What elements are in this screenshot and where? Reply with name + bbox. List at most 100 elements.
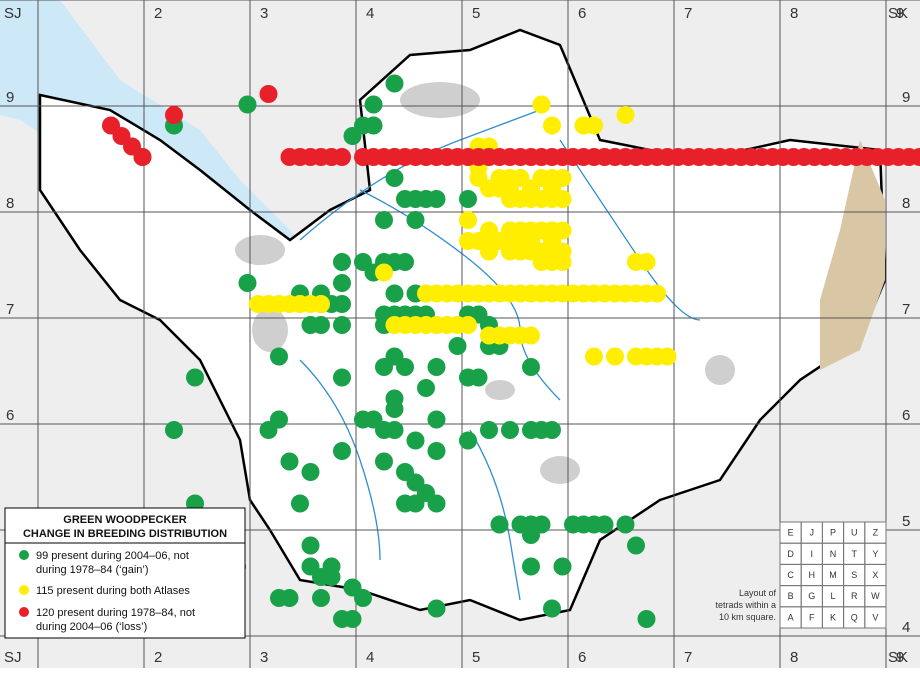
tetrad-dot-gain — [480, 421, 498, 439]
tetrad-dot-gain — [491, 516, 509, 534]
inset-letter: J — [810, 528, 815, 538]
easting-label: 6 — [578, 5, 586, 22]
inset-letter: A — [788, 612, 794, 622]
inset-letter: B — [788, 591, 794, 601]
tetrad-dot-gain — [428, 495, 446, 513]
easting-label: 2 — [154, 649, 162, 666]
tetrad-dot-gain — [522, 358, 540, 376]
grid-corner-sj-top: SJ — [4, 5, 22, 22]
tetrad-dot-gain — [428, 442, 446, 460]
inset-letter: P — [830, 528, 836, 538]
tetrad-dot-gain — [522, 558, 540, 576]
tetrad-dot-gain — [239, 96, 257, 114]
tetrad-dot-gain — [386, 169, 404, 187]
tetrad-dot-gain — [554, 558, 572, 576]
tetrad-dot-loss — [260, 85, 278, 103]
northing-label: 6 — [6, 407, 14, 424]
tetrad-dot-gain — [323, 568, 341, 586]
tetrad-dot-gain — [375, 358, 393, 376]
tetrad-dot-gain — [386, 285, 404, 303]
inset-caption-line2: tetrads within a — [715, 600, 776, 610]
inset-letter: Y — [872, 549, 878, 559]
easting-label: 7 — [684, 649, 692, 666]
northing-label: 9 — [902, 89, 910, 106]
tetrad-dot-gain — [312, 589, 330, 607]
tetrad-dot-gain — [417, 379, 435, 397]
tetrad-dot-gain — [459, 190, 477, 208]
legend-loss-line2: during 2004–06 (‘loss’) — [36, 621, 147, 633]
tetrad-dot-gain — [344, 579, 362, 597]
tetrad-dot-gain — [386, 421, 404, 439]
tetrad-dot-gain — [281, 589, 299, 607]
tetrad-dot-gain — [344, 127, 362, 145]
tetrad-dot-both — [585, 348, 603, 366]
northing-label: 4 — [902, 619, 910, 636]
tetrad-dot-gain — [543, 600, 561, 618]
tetrad-dot-gain — [428, 190, 446, 208]
inset-letter: Z — [873, 528, 879, 538]
legend-loss-swatch — [19, 607, 29, 617]
tetrad-dot-gain — [396, 358, 414, 376]
tetrad-dot-gain — [333, 442, 351, 460]
tetrad-dot-both — [533, 96, 551, 114]
tetrad-dot-gain — [344, 610, 362, 628]
inset-letter: L — [830, 591, 835, 601]
tetrad-dot-loss — [134, 148, 152, 166]
legend-title-line1: GREEN WOODPECKER — [63, 514, 187, 526]
inset-letter: C — [787, 570, 794, 580]
inset-letter: F — [809, 612, 815, 622]
tetrad-dot-both — [585, 117, 603, 135]
tetrad-dot-gain — [186, 369, 204, 387]
easting-label: 5 — [472, 649, 480, 666]
tetrad-dot-gain — [449, 337, 467, 355]
tetrad-dot-gain — [375, 211, 393, 229]
tetrad-dot-both — [606, 348, 624, 366]
tetrad-dot-gain — [270, 348, 288, 366]
legend-title-line2: CHANGE IN BREEDING DISTRIBUTION — [23, 528, 227, 540]
inset-letter: N — [830, 549, 837, 559]
tetrad-dot-gain — [501, 421, 519, 439]
tetrad-dot-gain — [375, 453, 393, 471]
tetrad-dot-gain — [165, 421, 183, 439]
tetrad-dot-gain — [239, 274, 257, 292]
legend-gain-swatch — [19, 550, 29, 560]
legend-gain-line1: 99 present during 2004–06, not — [36, 550, 189, 562]
tetrad-dot-gain — [407, 211, 425, 229]
inset-letter: T — [851, 549, 857, 559]
northing-label: 8 — [902, 195, 910, 212]
easting-label: 3 — [260, 5, 268, 22]
tetrad-dot-both — [459, 316, 477, 334]
tetrad-dot-gain — [312, 316, 330, 334]
tetrad-dot-gain — [407, 432, 425, 450]
inset-caption-line1: Layout of — [739, 588, 777, 598]
northing-label: 7 — [902, 301, 910, 318]
inset-letter: G — [808, 591, 815, 601]
tetrad-dot-both — [638, 253, 656, 271]
tetrad-dot-both — [459, 211, 477, 229]
inset-letter: M — [829, 570, 837, 580]
inset-letter: D — [787, 549, 794, 559]
tetrad-dot-both — [375, 264, 393, 282]
northing-label: 6 — [902, 407, 910, 424]
tetrad-dot-gain — [428, 358, 446, 376]
tetrad-dot-gain — [291, 495, 309, 513]
easting-label: 6 — [578, 649, 586, 666]
tetrad-dot-gain — [407, 495, 425, 513]
easting-label: 9 — [896, 5, 904, 22]
easting-label: 5 — [472, 5, 480, 22]
inset-letter: H — [809, 570, 816, 580]
tetrad-dot-both — [522, 327, 540, 345]
inset-letter: V — [872, 612, 878, 622]
tetrad-dot-gain — [386, 75, 404, 93]
tetrad-dot-gain — [302, 463, 320, 481]
inset-letter: E — [788, 528, 794, 538]
northing-label: 8 — [6, 195, 14, 212]
grid-corner-sj-bottom: SJ — [4, 649, 22, 666]
inset-letter: Q — [851, 612, 858, 622]
legend-loss-line1: 120 present during 1978–84, not — [36, 607, 195, 619]
tetrad-dot-gain — [596, 516, 614, 534]
tetrad-dot-gain — [428, 600, 446, 618]
tetrad-dot-gain — [281, 453, 299, 471]
tetrad-dot-gain — [333, 369, 351, 387]
